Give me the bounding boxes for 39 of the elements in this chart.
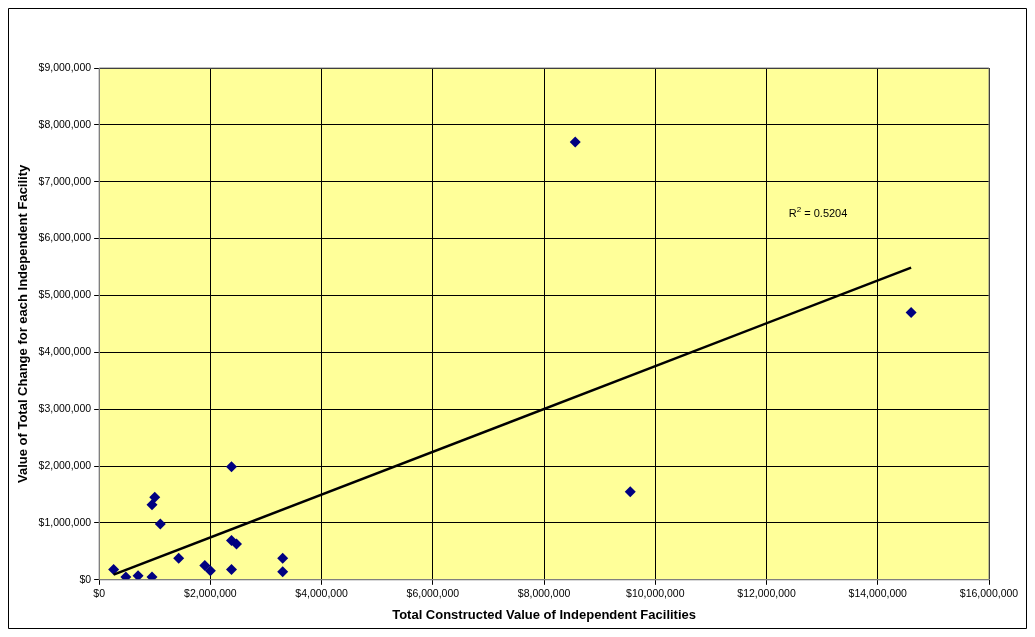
- y-tick-label: $3,000,000: [38, 402, 92, 415]
- x-axis-title: Total Constructed Value of Independent Facilities: [392, 606, 697, 622]
- point: [146, 571, 158, 580]
- y-tick-label: $2,000,000: [38, 458, 92, 471]
- point: [226, 564, 238, 576]
- x-tick-label: $2,000,000: [184, 586, 237, 599]
- point: [569, 136, 581, 148]
- point: [624, 486, 636, 498]
- x-tick-label: $12,000,000: [737, 586, 796, 599]
- point: [149, 491, 161, 503]
- point: [146, 499, 158, 511]
- point: [199, 560, 211, 572]
- y-tick-label: $1,000,000: [38, 515, 92, 528]
- x-tick-label: $16,000,000: [959, 586, 1019, 599]
- point: [173, 552, 185, 564]
- point: [231, 538, 243, 550]
- point: [154, 518, 166, 530]
- y-tick-label: $0: [79, 572, 92, 585]
- point: [277, 566, 289, 578]
- y-tick-label: $7,000,000: [38, 174, 92, 187]
- point: [905, 307, 917, 319]
- y-tick-label: $8,000,000: [38, 117, 92, 130]
- y-tick-label: $6,000,000: [38, 231, 92, 244]
- point: [226, 461, 238, 473]
- x-tick-label: $8,000,000: [517, 586, 571, 599]
- point: [204, 565, 216, 577]
- y-axis-title: Value of Total Change for each Independent Facility: [15, 163, 31, 484]
- x-tick-label: $6,000,000: [406, 586, 460, 599]
- x-tick-label: $10,000,000: [626, 586, 685, 599]
- x-tick-label: $14,000,000: [848, 586, 908, 599]
- y-tick-label: $5,000,000: [38, 288, 92, 301]
- y-tick-label: $9,000,000: [38, 60, 92, 73]
- point: [108, 564, 120, 576]
- x-tick-label: $0: [93, 586, 106, 599]
- y-tick-label: $4,000,000: [38, 345, 92, 358]
- point: [277, 552, 289, 564]
- point: [120, 571, 132, 580]
- point: [132, 570, 144, 580]
- x-tick-label: $4,000,000: [295, 586, 349, 599]
